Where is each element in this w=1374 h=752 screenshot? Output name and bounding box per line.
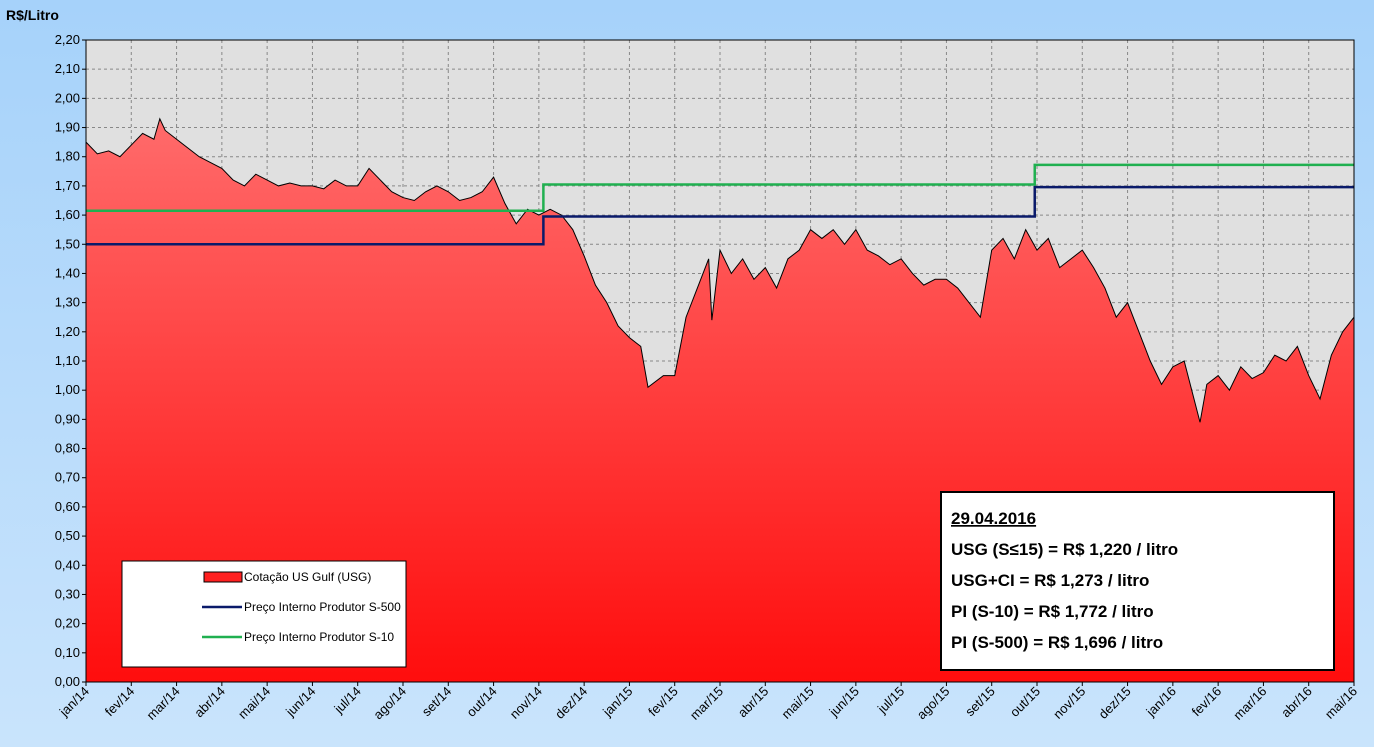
- y-tick-label: 1,50: [55, 236, 80, 251]
- line: [86, 163, 1354, 212]
- y-tick-label: 1,00: [55, 382, 80, 397]
- y-tick-label: 0,40: [55, 557, 80, 572]
- y-axis-label: R$/Litro: [6, 7, 59, 23]
- plot-border: [85, 39, 1355, 683]
- annotation-line: 29.04.2016: [951, 509, 1036, 528]
- legend-label: Cotação US Gulf (USG): [244, 570, 371, 584]
- y-tick-label: 1,90: [55, 120, 80, 135]
- annotation-line: PI (S-500) = R$ 1,696 / litro: [951, 633, 1163, 652]
- area-outline: [85, 117, 1355, 423]
- annotation-line: USG+CI = R$ 1,273 / litro: [951, 571, 1149, 590]
- legend-label: Preço Interno Produtor S-500: [244, 600, 401, 614]
- legend-label: Preço Interno Produtor S-10: [244, 630, 394, 644]
- y-tick-label: 0,30: [55, 586, 80, 601]
- legend-box: [121, 560, 407, 668]
- y-tick-label: 0,10: [55, 645, 80, 660]
- y-tick-label: 1,10: [55, 353, 80, 368]
- annotation-box: [940, 491, 1335, 671]
- y-tick-label: 2,00: [55, 90, 80, 105]
- y-tick-label: 2,10: [55, 61, 80, 76]
- y-tick-label: 0,90: [55, 411, 80, 426]
- y-tick-label: 0,20: [55, 616, 80, 631]
- y-tick-label: 1,70: [55, 178, 80, 193]
- legend-swatch: [203, 571, 243, 583]
- annotation-line: USG (S≤15) = R$ 1,220 / litro: [951, 540, 1178, 559]
- y-tick-label: 2,20: [55, 32, 80, 47]
- y-tick-label: 0,70: [55, 470, 80, 485]
- y-tick-label: 1,40: [55, 265, 80, 280]
- y-tick-label: 1,60: [55, 207, 80, 222]
- y-tick-label: 0,60: [55, 499, 80, 514]
- y-tick-label: 0,80: [55, 441, 80, 456]
- y-tick-label: 1,80: [55, 149, 80, 164]
- y-tick-label: 1,20: [55, 324, 80, 339]
- line: [86, 185, 1354, 246]
- y-tick-label: 0,50: [55, 528, 80, 543]
- annotation-line: PI (S-10) = R$ 1,772 / litro: [951, 602, 1154, 621]
- y-tick-label: 1,30: [55, 295, 80, 310]
- y-tick-label: 0,00: [55, 674, 80, 689]
